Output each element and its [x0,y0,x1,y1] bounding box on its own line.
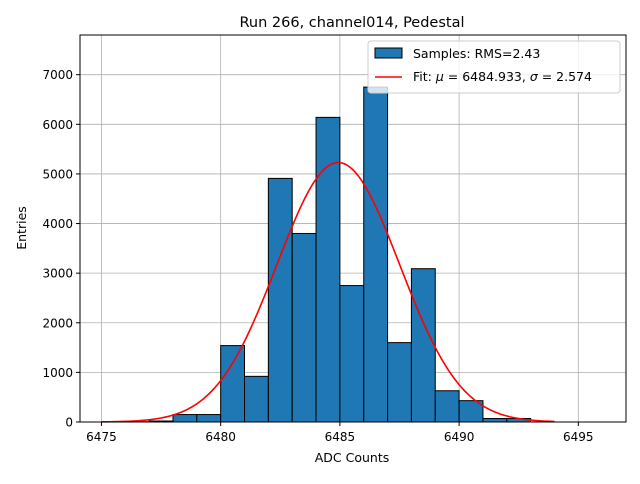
x-tick-label: 6485 [325,430,356,444]
x-tick-label: 6480 [205,430,236,444]
legend-samples-label: Samples: RMS=2.43 [413,46,540,61]
histogram-bar [483,419,507,422]
histogram-bar [268,178,292,422]
histogram-bar [197,415,221,422]
histogram-bar [245,376,269,422]
histogram-bar [411,269,435,422]
histogram-bar [292,233,316,422]
y-tick-label: 1000 [42,366,73,380]
histogram-bar [364,87,388,422]
y-tick-label: 6000 [42,118,73,132]
x-tick-label: 6475 [86,430,117,444]
histogram-bar [340,286,364,422]
histogram-bar [435,391,459,422]
legend-fit-label: Fit: μ = 6484.933, σ = 2.574 [413,69,592,84]
y-tick-label: 4000 [42,217,73,231]
x-axis-label: ADC Counts [315,450,390,465]
chart-title: Run 266, channel014, Pedestal [239,15,464,31]
x-tick-label: 6495 [563,430,594,444]
legend-samples-patch [375,48,402,58]
y-tick-label: 0 [65,416,73,430]
y-axis-label: Entries [14,206,29,250]
y-tick-label: 3000 [42,267,73,281]
y-tick-label: 7000 [42,68,73,82]
histogram-bar [388,343,412,422]
histogram-bar [173,415,197,422]
x-tick-label: 6490 [444,430,475,444]
y-tick-label: 5000 [42,167,73,181]
legend: Samples: RMS=2.43 Fit: μ = 6484.933, σ =… [368,41,620,93]
histogram-bar [221,346,245,422]
y-tick-label: 2000 [42,316,73,330]
